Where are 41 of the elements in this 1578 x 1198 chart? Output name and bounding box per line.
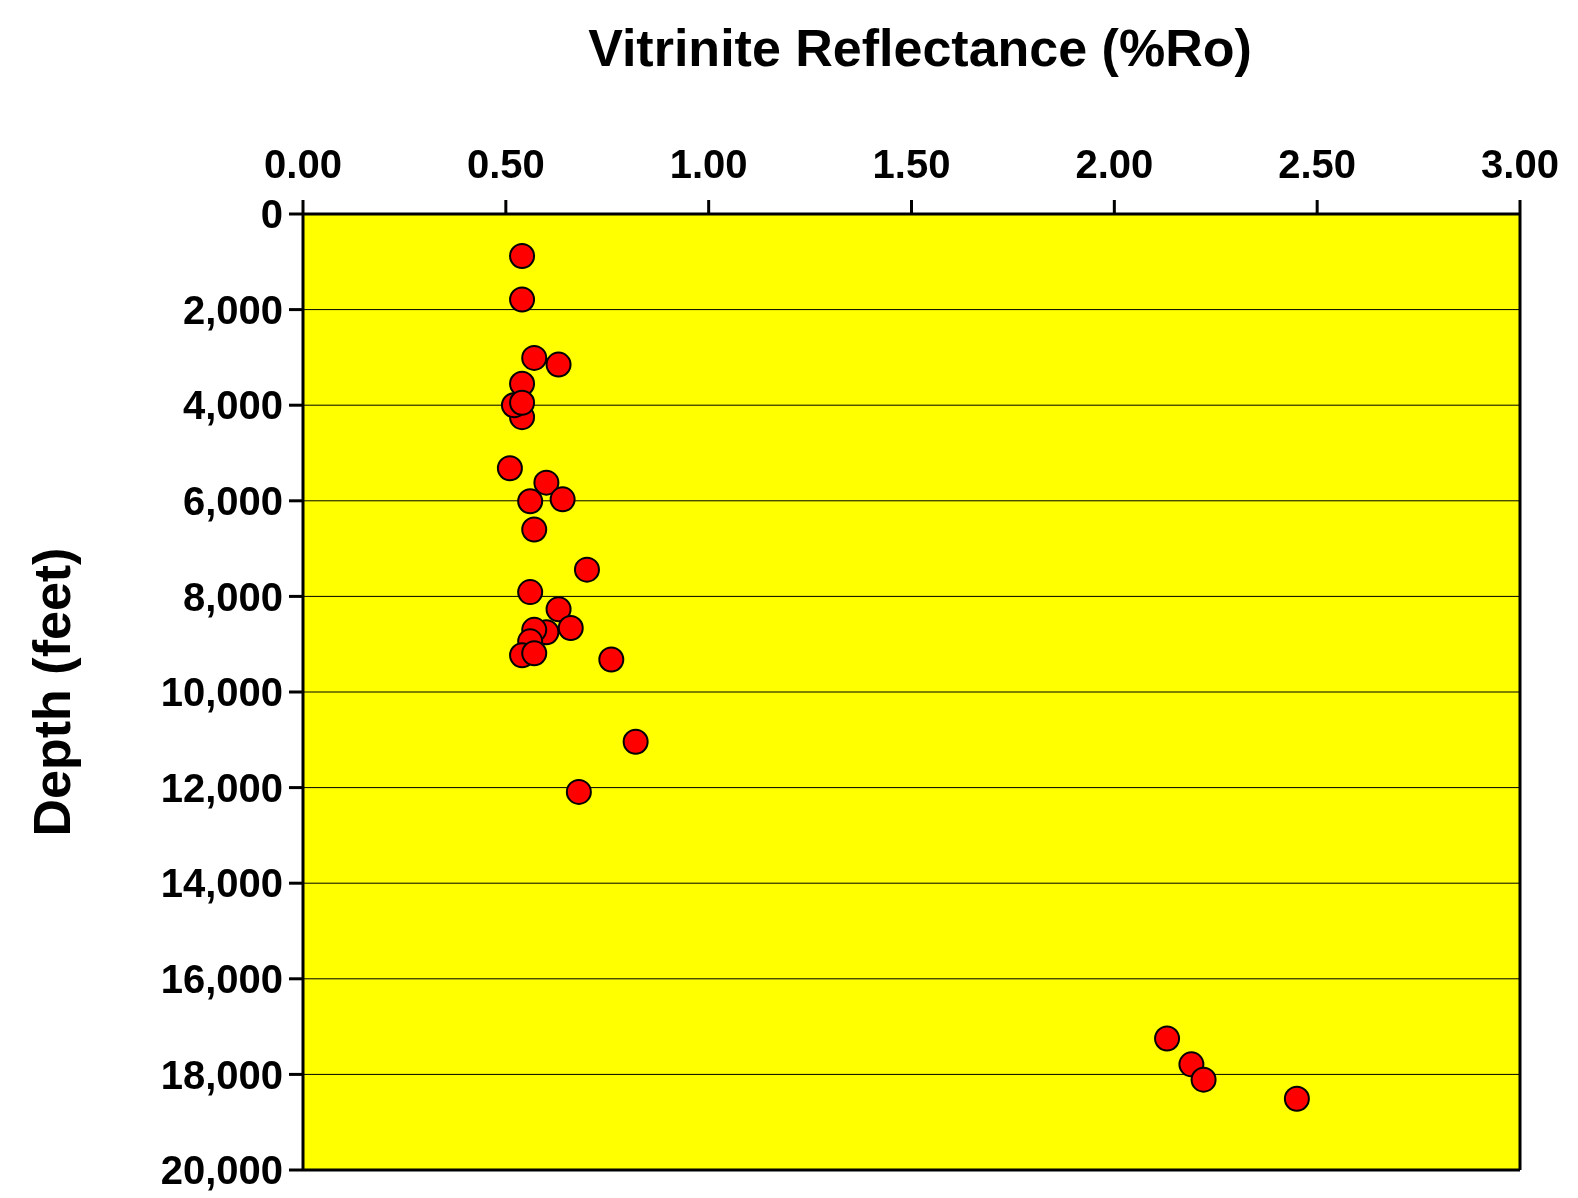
x-tick-label: 0.50 <box>466 142 545 186</box>
y-tick-label: 12,000 <box>160 765 283 810</box>
point <box>557 614 584 641</box>
point <box>598 646 625 673</box>
point <box>521 516 548 543</box>
x-tick-label: 1.00 <box>669 142 748 186</box>
point <box>509 243 536 270</box>
point <box>509 389 536 416</box>
x-tick-label: 2.50 <box>1278 142 1357 186</box>
y-tick-label: 18,000 <box>160 1052 283 1097</box>
x-tick-label: 2.00 <box>1075 142 1154 186</box>
x-tick-label: 3.00 <box>1481 142 1559 186</box>
point <box>565 778 592 805</box>
point <box>545 351 572 378</box>
point <box>509 286 536 313</box>
y-tick-label: 20,000 <box>160 1148 283 1193</box>
point <box>521 344 548 371</box>
point <box>496 455 523 482</box>
point <box>517 579 544 606</box>
point <box>517 488 544 515</box>
x-tick-label: 1.50 <box>872 142 951 186</box>
x-tick-label: 0.00 <box>264 142 342 186</box>
point <box>521 640 548 667</box>
y-tick-label: 4,000 <box>182 383 283 428</box>
point <box>1283 1085 1310 1112</box>
point <box>1154 1025 1181 1052</box>
y-tick-label: 10,000 <box>160 670 283 715</box>
y-tick-label: 6,000 <box>182 479 283 523</box>
point <box>573 556 600 583</box>
y-tick-label: 16,000 <box>160 957 283 1001</box>
y-tick-label: 14,000 <box>160 861 283 906</box>
y-tick-label: 0 <box>260 192 283 237</box>
point <box>533 469 560 496</box>
point <box>545 596 572 623</box>
chart-title: Vitrinite Reflectance (%Ro) <box>587 18 1253 79</box>
y-tick-label: 2,000 <box>182 287 283 332</box>
point <box>549 486 576 513</box>
point <box>622 728 649 755</box>
y-axis-title: Depth (feet) <box>23 547 82 837</box>
y-tick-label: 8,000 <box>182 574 283 619</box>
point <box>1190 1066 1217 1093</box>
